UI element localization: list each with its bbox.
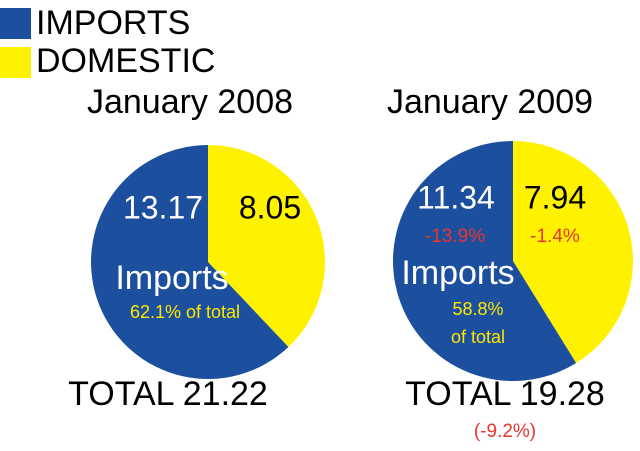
pie-slice [91, 145, 289, 379]
legend-swatch [0, 8, 31, 39]
legend-label: DOMESTIC [36, 42, 215, 80]
data-label: 11.34 [417, 179, 495, 215]
annotation: of total [451, 327, 505, 347]
pie-slice [513, 141, 633, 364]
legend-swatch [0, 47, 31, 78]
annotation: 58.8% [452, 299, 503, 319]
chart-title: January 2009 [387, 83, 593, 121]
chart-title: January 2008 [87, 83, 293, 121]
pies [91, 141, 633, 381]
total-label: TOTAL 19.28 [405, 375, 605, 413]
annotation: 62.1% of total [130, 302, 240, 322]
pie-slice [208, 145, 326, 347]
data-label: 13.17 [123, 189, 203, 225]
total-label: TOTAL 21.22 [68, 375, 268, 413]
data-label: 7.94 [524, 179, 586, 215]
annotation: Imports [401, 254, 514, 292]
pie-slice [393, 141, 577, 381]
data-label: 8.05 [239, 189, 301, 225]
change-label: -1.4% [530, 226, 580, 247]
annotation: Imports [115, 259, 228, 297]
change-label: -13.9% [425, 226, 485, 247]
change-label: (-9.2%) [474, 421, 536, 442]
legend-label: IMPORTS [36, 4, 190, 42]
